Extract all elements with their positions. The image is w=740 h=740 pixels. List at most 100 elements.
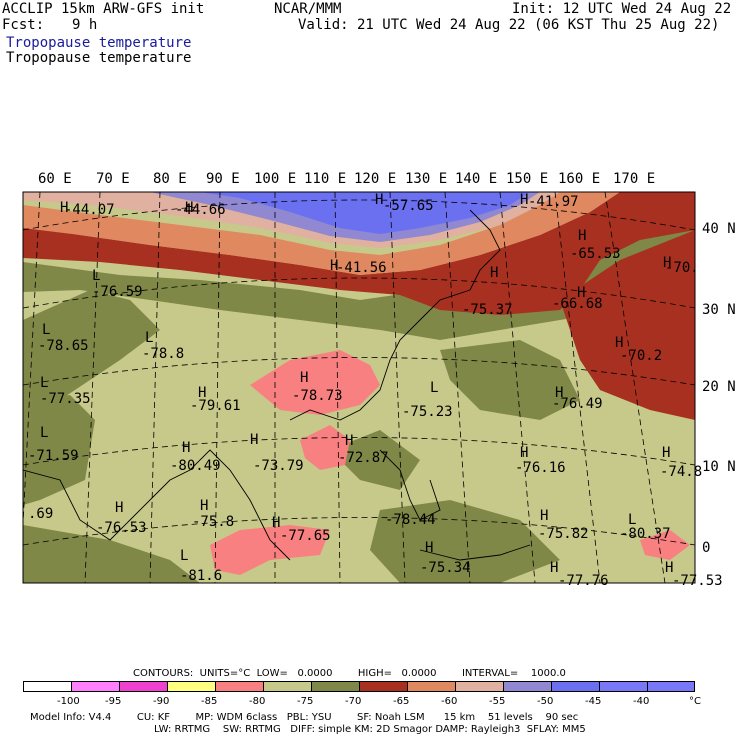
extremum-value: -57.65 <box>383 198 434 214</box>
extremum-value: -78.73 <box>292 388 343 404</box>
colorbar-swatch <box>599 681 648 692</box>
brown-north <box>23 192 695 315</box>
extremum-symbol: H <box>330 258 338 274</box>
lon-label: 130 E <box>405 171 448 187</box>
model-title: ACCLIP 15km ARW-GFS init <box>2 1 205 17</box>
extremum-value: -70. <box>665 260 699 276</box>
extremum-value: -44.66 <box>175 202 226 218</box>
lon-label: 100 E <box>254 171 297 187</box>
pink-china <box>250 350 380 415</box>
map-border <box>22 191 696 584</box>
lon-label: 160 E <box>558 171 601 187</box>
field-name-blue: Tropopause temperature <box>6 35 192 51</box>
fcst-label: Fcst: <box>2 17 45 33</box>
extremum-symbol: H <box>185 200 193 216</box>
extremum-value: -76.53 <box>96 520 147 536</box>
extremum-symbol: L <box>180 548 188 564</box>
lon-label: 150 E <box>506 171 549 187</box>
colorbar-swatch <box>23 681 72 692</box>
init-time: Init: 12 UTC Wed 24 Aug 22 <box>512 1 732 17</box>
brown-east <box>560 230 695 420</box>
extremum-value: -77.35 <box>40 391 91 407</box>
lon-label: 120 E <box>354 171 397 187</box>
extremum-symbol: H <box>60 200 68 216</box>
extremum-value: -77.76 <box>558 573 609 589</box>
colorbar-label: -85 <box>201 696 218 707</box>
extremum-symbol: H <box>555 385 563 401</box>
extremum-symbol: L <box>40 375 48 391</box>
colorbar-label: -75 <box>297 696 314 707</box>
extremum-symbol: H <box>425 540 433 556</box>
olive-southeast <box>370 500 560 583</box>
lat-label: 0 <box>702 540 711 556</box>
olive-sea <box>330 430 420 490</box>
lon-label: 140 E <box>455 171 498 187</box>
extrema-labels: H-44.07 H-44.66H -57.65 H -41.97H-41.56H-65.… <box>28 192 723 589</box>
extremum-value: -77.53 <box>672 573 723 589</box>
map-fill <box>23 192 695 583</box>
extremum-symbol: H <box>540 508 548 524</box>
extremum-value: -76.59 <box>92 284 143 300</box>
pink-china-south <box>300 425 350 470</box>
graticule <box>23 192 695 583</box>
extremum-value: -44.07 <box>64 202 115 218</box>
extremum-value: -75.82 <box>538 526 589 542</box>
olive-left-lower <box>23 395 95 505</box>
extremum-value: -41.56 <box>336 260 387 276</box>
extremum-symbol: H <box>577 285 585 301</box>
extremum-symbol: H <box>520 192 528 208</box>
extremum-value: -79.61 <box>190 398 241 414</box>
lon-label: 110 E <box>304 171 347 187</box>
extremum-symbol: H <box>272 515 280 531</box>
extremum-symbol: H <box>300 370 308 386</box>
colorbar-label: -45 <box>585 696 602 707</box>
extremum-symbol: H <box>375 192 383 208</box>
colorbar-swatch <box>311 681 360 692</box>
lat-label: 10 N <box>702 459 736 475</box>
colorbar-unit: °C <box>689 696 701 707</box>
colorbar-label: -50 <box>537 696 554 707</box>
extremum-symbol: L <box>628 512 636 528</box>
extremum-value: -72.87 <box>338 450 389 466</box>
extremum-value: .69 <box>28 506 53 522</box>
extremum-value: -80.37 <box>620 526 671 542</box>
colorbar-swatch <box>359 681 408 692</box>
lon-label: 60 E <box>38 171 72 187</box>
extremum-value: -75.23 <box>402 404 453 420</box>
colorbar-swatch <box>167 681 216 692</box>
colorbar-label: -55 <box>489 696 506 707</box>
extremum-value: -65.53 <box>570 246 621 262</box>
colorbar-swatch <box>551 681 600 692</box>
fcst-value: 9 h <box>72 17 98 33</box>
extremum-value: -81.6 <box>180 568 222 584</box>
lat-label: 30 N <box>702 302 736 318</box>
extremum-value: -70.2 <box>620 348 662 364</box>
extremum-symbol: H <box>520 445 528 461</box>
extremum-value: -75.8 <box>192 514 234 530</box>
extremum-symbol: H <box>250 432 258 448</box>
extremum-symbol: H <box>663 255 671 271</box>
extremum-value: -41.97 <box>528 194 579 210</box>
extremum-value: -80.49 <box>170 458 221 474</box>
lat-label: 40 N <box>702 221 736 237</box>
extremum-value: -74.8 <box>660 464 702 480</box>
extremum-symbol: L <box>40 425 48 441</box>
contours-info: CONTOURS: UNITS=°C LOW= 0.0000 HIGH= 0.0… <box>133 668 566 679</box>
colorbar-label: -90 <box>153 696 170 707</box>
model-info-line2: LW: RRTMG SW: RRTMG DIFF: simple KM: 2D … <box>154 724 586 735</box>
extremum-symbol: H <box>200 498 208 514</box>
blue-band <box>200 192 530 234</box>
extremum-value: -78.65 <box>38 338 89 354</box>
extremum-symbol: H <box>550 560 558 576</box>
colorbar-label: -95 <box>105 696 122 707</box>
lon-label: 80 E <box>153 171 187 187</box>
colorbar-swatch <box>263 681 312 692</box>
olive-east <box>440 340 580 420</box>
center-name: NCAR/MMM <box>274 1 342 17</box>
coastlines <box>23 209 531 561</box>
colorbar-swatch <box>503 681 552 692</box>
lon-label: 170 E <box>613 171 656 187</box>
colorbar-swatch <box>647 681 695 692</box>
salmon-band <box>23 192 620 275</box>
